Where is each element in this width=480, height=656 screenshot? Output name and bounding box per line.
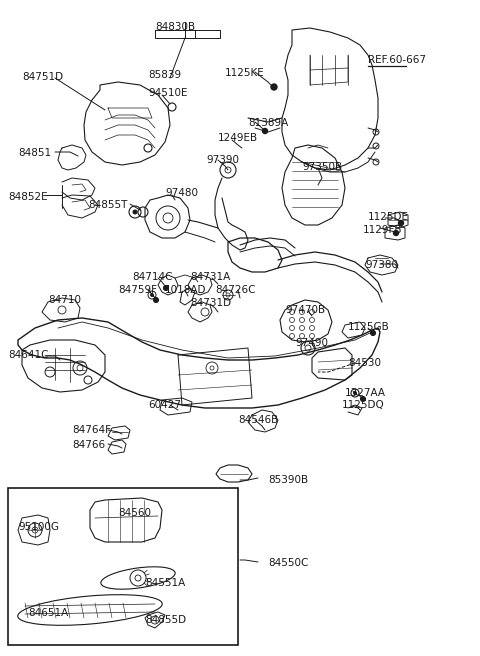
Text: 84764F: 84764F	[72, 425, 111, 435]
Text: 1129FB: 1129FB	[363, 225, 403, 235]
Text: 1125KE: 1125KE	[225, 68, 265, 78]
Text: 84551A: 84551A	[145, 578, 185, 588]
Circle shape	[133, 210, 137, 214]
Text: 81389A: 81389A	[248, 118, 288, 128]
Text: 1125DE: 1125DE	[368, 212, 409, 222]
Text: 84731A: 84731A	[190, 272, 230, 282]
Text: 84641C: 84641C	[8, 350, 48, 360]
Text: 97480: 97480	[165, 188, 198, 198]
Text: 84855D: 84855D	[145, 615, 186, 625]
Circle shape	[398, 220, 404, 226]
Text: 1125GB: 1125GB	[348, 322, 390, 332]
Text: 1249EB: 1249EB	[218, 133, 258, 143]
Circle shape	[263, 129, 267, 134]
Circle shape	[394, 230, 398, 236]
Text: 60427: 60427	[148, 400, 181, 410]
Text: 84714C: 84714C	[132, 272, 172, 282]
Text: 84751D: 84751D	[22, 72, 63, 82]
Text: 97390: 97390	[206, 155, 239, 165]
Circle shape	[154, 298, 158, 302]
Text: 95100G: 95100G	[18, 522, 59, 532]
Circle shape	[164, 285, 168, 291]
Text: 84731D: 84731D	[190, 298, 231, 308]
Circle shape	[360, 396, 365, 401]
Text: 84546B: 84546B	[238, 415, 278, 425]
Text: 84759F: 84759F	[118, 285, 157, 295]
Text: 1018AD: 1018AD	[165, 285, 206, 295]
Text: 84766: 84766	[72, 440, 105, 450]
Circle shape	[353, 392, 357, 394]
Text: 1327AA: 1327AA	[345, 388, 386, 398]
Text: 97470B: 97470B	[285, 305, 325, 315]
Circle shape	[271, 84, 277, 90]
Circle shape	[371, 331, 375, 335]
Text: 84560: 84560	[118, 508, 151, 518]
Text: 94510E: 94510E	[148, 88, 188, 98]
Text: 84726C: 84726C	[215, 285, 255, 295]
Text: 85390B: 85390B	[268, 475, 308, 485]
Text: 85839: 85839	[148, 70, 181, 80]
Text: 84851: 84851	[18, 148, 51, 158]
Text: 97490: 97490	[295, 338, 328, 348]
Text: 84830B: 84830B	[155, 22, 195, 32]
Text: 97350B: 97350B	[302, 162, 342, 172]
Text: 1125DQ: 1125DQ	[342, 400, 385, 410]
Text: 84651A: 84651A	[28, 608, 68, 618]
Text: REF.60-667: REF.60-667	[368, 55, 426, 65]
Circle shape	[151, 293, 154, 297]
Text: 84852E: 84852E	[8, 192, 48, 202]
Text: 97380: 97380	[365, 260, 398, 270]
Text: 84530: 84530	[348, 358, 381, 368]
Text: 84710: 84710	[48, 295, 81, 305]
Text: 84855T: 84855T	[88, 200, 127, 210]
Text: 84550C: 84550C	[268, 558, 308, 568]
